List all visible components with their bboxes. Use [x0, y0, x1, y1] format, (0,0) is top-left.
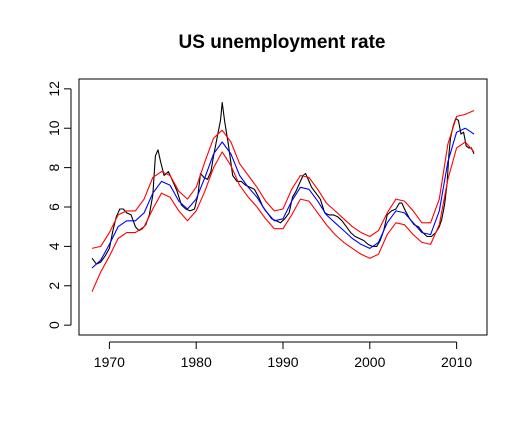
y-tick-label: 8 — [46, 164, 62, 172]
x-axis: 1970 1980 1990 2000 2010 — [94, 341, 472, 370]
series-line-upper-band — [91, 109, 475, 249]
x-tick-label: 1980 — [181, 354, 212, 370]
x-tick-label: 1990 — [267, 354, 298, 370]
x-tick-label: 2000 — [354, 354, 385, 370]
y-axis: 0 2 4 6 8 10 12 — [46, 81, 72, 329]
x-tick-label: 1970 — [94, 354, 125, 370]
y-tick-label: 12 — [46, 81, 62, 97]
x-tick-label: 2010 — [441, 354, 472, 370]
plot-area-frame — [78, 78, 488, 336]
series-layer — [91, 102, 475, 292]
series-line-fitted — [91, 127, 475, 269]
y-tick-label: 10 — [46, 120, 62, 136]
y-tick-label: 2 — [46, 282, 62, 290]
y-tick-label: 6 — [46, 203, 62, 211]
series-line-observed — [91, 102, 475, 265]
y-tick-label: 0 — [46, 321, 62, 329]
chart-title: US unemployment rate — [179, 32, 386, 53]
series-line-lower-band — [91, 141, 475, 292]
y-tick-label: 4 — [46, 242, 62, 250]
